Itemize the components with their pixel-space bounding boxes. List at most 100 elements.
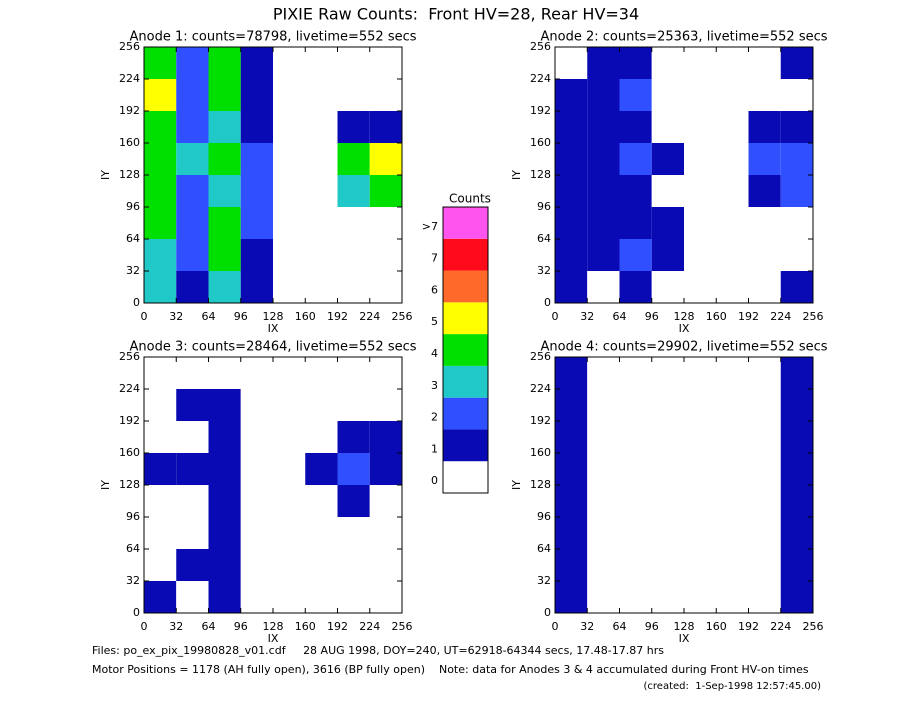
heatmap-cell — [716, 389, 749, 421]
heatmap-cell — [305, 271, 338, 303]
heatmap-cell — [555, 517, 588, 549]
heatmap-cell — [684, 581, 717, 613]
y-tick-label: 96 — [126, 200, 140, 213]
heatmap-cell — [780, 47, 813, 79]
x-tick-label: 64 — [613, 310, 627, 323]
heatmap-cell — [684, 357, 717, 389]
heatmap-cell — [240, 421, 273, 453]
heatmap-cell — [369, 271, 402, 303]
heatmap-cell — [748, 143, 781, 175]
y-axis-label: IY — [99, 170, 112, 180]
y-tick-label: 64 — [126, 542, 140, 555]
heatmap-cell — [176, 271, 209, 303]
heatmap-cell — [240, 47, 273, 79]
y-tick-label: 64 — [537, 542, 551, 555]
heatmap-cell — [273, 581, 306, 613]
x-axis-label: IX — [679, 632, 690, 645]
y-tick-label: 160 — [119, 136, 140, 149]
heatmap-cell — [337, 271, 370, 303]
heatmap-cell — [780, 143, 813, 175]
heatmap-cell — [369, 47, 402, 79]
heatmap-cell — [305, 47, 338, 79]
heatmap-cell — [587, 111, 620, 143]
heatmap-cell — [208, 47, 241, 79]
heatmap-cell — [208, 357, 241, 389]
heatmap-cell — [305, 421, 338, 453]
heatmap-cell — [587, 143, 620, 175]
heatmap-cell — [305, 357, 338, 389]
heatmap-cell — [651, 357, 684, 389]
heatmap-cell — [748, 517, 781, 549]
x-tick-label: 0 — [141, 620, 148, 633]
colorbar-label: 6 — [431, 283, 438, 296]
heatmap-cell — [651, 239, 684, 271]
heatmap-cell — [555, 79, 588, 111]
colorbar-label: 0 — [431, 474, 438, 487]
heatmap-cell — [780, 175, 813, 207]
heatmap-cell — [208, 239, 241, 271]
y-tick-label: 0 — [133, 606, 140, 619]
heatmap-cell — [273, 239, 306, 271]
heatmap-cell — [176, 389, 209, 421]
heatmap-cell — [555, 143, 588, 175]
heatmap-cell — [305, 581, 338, 613]
heatmap-cell — [240, 111, 273, 143]
heatmap-cell — [555, 581, 588, 613]
heatmap-cell — [144, 143, 177, 175]
x-tick-label: 96 — [234, 310, 248, 323]
x-tick-label: 128 — [674, 620, 695, 633]
heatmap-cell — [716, 517, 749, 549]
x-tick-label: 224 — [359, 620, 380, 633]
y-tick-label: 64 — [126, 232, 140, 245]
heatmap-cell — [176, 453, 209, 485]
x-tick-label: 0 — [552, 620, 559, 633]
y-axis-label: IY — [99, 480, 112, 490]
heatmap-cell — [240, 239, 273, 271]
heatmap-cell — [369, 357, 402, 389]
x-tick-label: 32 — [580, 310, 594, 323]
heatmap-cell — [619, 47, 652, 79]
heatmap-cell — [748, 207, 781, 239]
y-axis-label: IY — [510, 170, 523, 180]
x-tick-label: 160 — [295, 620, 316, 633]
x-tick-label: 160 — [706, 310, 727, 323]
heatmap-cell — [273, 79, 306, 111]
heatmap-cell — [651, 271, 684, 303]
colorbar-box — [443, 238, 488, 271]
heatmap-cell — [716, 549, 749, 581]
heatmap-cell — [684, 421, 717, 453]
x-tick-label: 192 — [738, 310, 759, 323]
colorbar-label: 3 — [431, 379, 438, 392]
heatmap-cell — [619, 111, 652, 143]
colorbar-box — [443, 429, 488, 462]
heatmap-cell — [780, 517, 813, 549]
heatmap-cell — [176, 549, 209, 581]
heatmap-cell — [748, 239, 781, 271]
heatmap-cell — [555, 453, 588, 485]
heatmap-cell — [748, 421, 781, 453]
heatmap-cell — [273, 389, 306, 421]
y-tick-label: 128 — [530, 478, 551, 491]
heatmap-cell — [273, 517, 306, 549]
heatmap-cell — [651, 485, 684, 517]
heatmap-cell — [716, 581, 749, 613]
heatmap-cell — [716, 207, 749, 239]
x-tick-label: 32 — [169, 620, 183, 633]
heatmap-cell — [651, 389, 684, 421]
heatmap-cell — [240, 207, 273, 239]
heatmap-cell — [619, 485, 652, 517]
heatmap-cell — [240, 271, 273, 303]
colorbar-box — [443, 461, 488, 493]
heatmap-cell — [144, 47, 177, 79]
footer-files: Files: po_ex_pix_19980828_v01.cdf 28 AUG… — [92, 644, 664, 657]
heatmap-cell — [273, 111, 306, 143]
heatmap-cell — [273, 357, 306, 389]
heatmap-cell — [587, 517, 620, 549]
x-tick-label: 32 — [580, 620, 594, 633]
heatmap-cell — [748, 47, 781, 79]
x-tick-label: 0 — [552, 310, 559, 323]
colorbar-label: >7 — [422, 220, 438, 233]
heatmap-cell — [651, 453, 684, 485]
x-tick-label: 160 — [706, 620, 727, 633]
heatmap-cell — [208, 175, 241, 207]
